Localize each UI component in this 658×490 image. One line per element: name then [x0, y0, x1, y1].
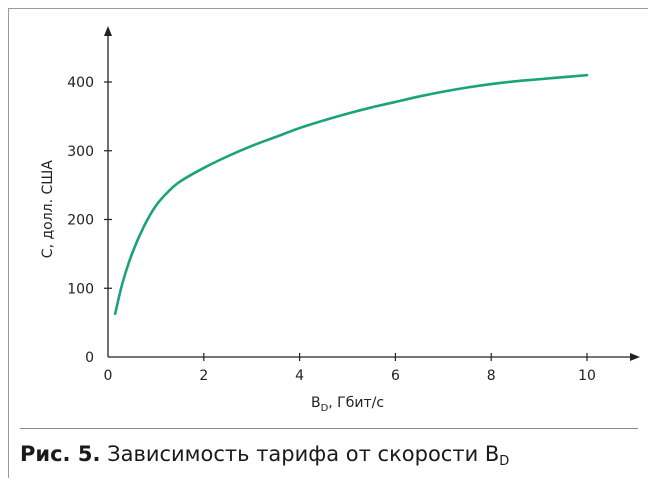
- y-axis-label: C, долл. США: [40, 160, 56, 258]
- figure-caption: Рис. 5. Зависимость тарифа от скорости B…: [20, 441, 510, 469]
- y-tick-label: 100: [67, 281, 94, 297]
- series-line: [113, 73, 589, 315]
- y-tick-label: 300: [67, 144, 94, 160]
- x-tick-label: 0: [104, 368, 113, 384]
- caption-text: Зависимость тарифа от скорости B: [107, 442, 500, 466]
- figure-frame: [8, 8, 648, 478]
- caption-subscript: D: [499, 454, 510, 469]
- x-axis-arrow: [630, 353, 640, 361]
- x-tick-label: 10: [578, 368, 596, 384]
- x-tick-label: 4: [295, 368, 304, 384]
- x-axis-label: BD, Гбит/с: [311, 395, 384, 414]
- x-tick-label: 2: [199, 368, 208, 384]
- x-tick-label: 8: [487, 368, 496, 384]
- y-axis-arrow: [104, 26, 112, 36]
- y-tick-label: 0: [85, 350, 94, 366]
- y-tick-label: 400: [67, 75, 94, 91]
- figure-number: Рис. 5.: [20, 442, 101, 466]
- y-tick-label: 200: [67, 213, 94, 229]
- caption-divider: [20, 428, 638, 429]
- x-tick-label: 6: [391, 368, 400, 384]
